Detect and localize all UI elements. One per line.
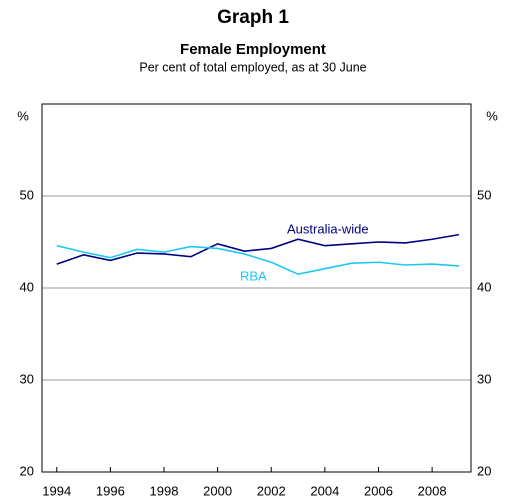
series-label: RBA: [240, 268, 267, 283]
series-line: [56, 233, 460, 265]
x-tick-label: 1994: [42, 483, 71, 498]
x-tick-label: 2004: [310, 483, 339, 498]
x-tick-label: 2002: [257, 483, 286, 498]
x-tick-label: 1998: [150, 483, 179, 498]
chart-caption: Per cent of total employed, as at 30 Jun…: [139, 60, 366, 74]
y-axis-unit: %: [17, 108, 29, 123]
plot-frame: [41, 103, 472, 473]
series-label: Australia-wide: [287, 221, 369, 236]
y2-tick-label: 40: [477, 279, 491, 294]
chart-title: Graph 1: [217, 7, 289, 28]
y-tick-label: 20: [20, 463, 34, 478]
y-tick-label: 40: [20, 279, 34, 294]
series-line: [56, 244, 459, 276]
x-tick-label: 2006: [364, 483, 393, 498]
y-tick-label: 30: [20, 371, 34, 386]
y2-tick-label: 20: [477, 463, 491, 478]
y2-axis-unit: %: [486, 108, 498, 123]
x-tick-label: 2000: [203, 483, 232, 498]
y2-tick-label: 30: [477, 371, 491, 386]
y-tick-label: 50: [20, 187, 34, 202]
x-tick-label: 1996: [96, 483, 125, 498]
x-tick-label: 2008: [418, 483, 447, 498]
chart-subtitle: Female Employment: [180, 41, 326, 58]
y2-tick-label: 50: [477, 187, 491, 202]
